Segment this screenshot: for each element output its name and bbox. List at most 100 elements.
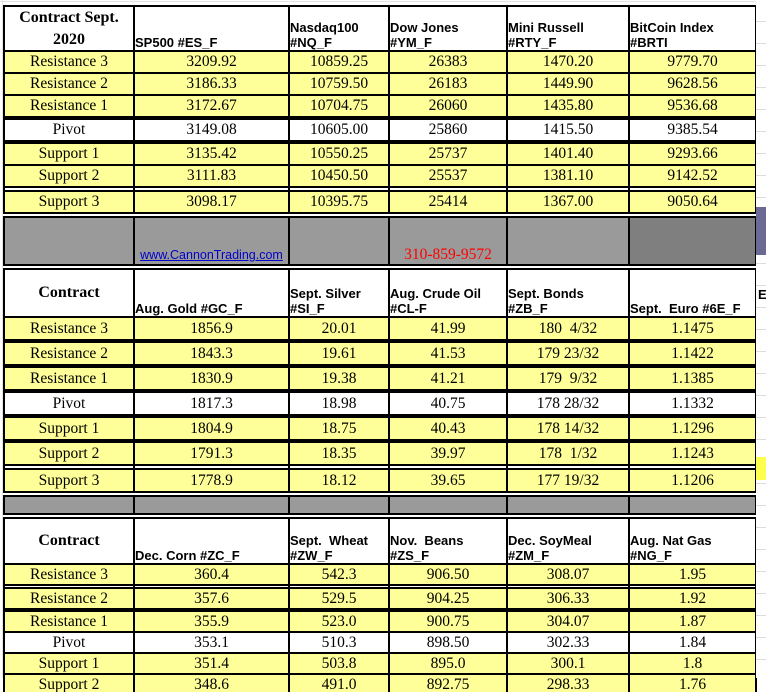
row-label[interactable]: Support 1 xyxy=(3,416,135,442)
value-cell[interactable]: 177 19/32 xyxy=(506,468,630,494)
row-label[interactable]: Resistance 2 xyxy=(3,341,135,367)
column-header[interactable]: Aug. Gold #GC_F xyxy=(133,268,290,319)
value-cell[interactable]: 41.21 xyxy=(388,366,508,392)
value-cell[interactable]: 1367.00 xyxy=(506,190,630,215)
column-header[interactable]: Nov. Beans #ZS_F xyxy=(388,517,508,566)
value-cell[interactable]: 10704.75 xyxy=(288,94,390,119)
value-cell[interactable]: 1401.40 xyxy=(506,142,630,167)
band-cell[interactable] xyxy=(288,495,390,516)
value-cell[interactable]: 3135.42 xyxy=(133,142,290,167)
value-cell[interactable]: 1470.20 xyxy=(506,50,630,75)
value-cell[interactable]: 9628.56 xyxy=(628,72,757,97)
band-cell-phone[interactable]: 310-859-9572 xyxy=(388,216,508,267)
value-cell[interactable]: 178 28/32 xyxy=(506,391,630,417)
column-header[interactable]: Dec. SoyMeal #ZM_F xyxy=(506,517,630,566)
column-header[interactable]: Aug. Crude Oil #CL-F xyxy=(388,268,508,319)
row-label[interactable]: Resistance 2 xyxy=(3,72,135,97)
value-cell[interactable]: 10395.75 xyxy=(288,190,390,215)
column-header[interactable]: SP500 #ES_F xyxy=(133,4,290,53)
value-cell[interactable]: 3209.92 xyxy=(133,50,290,75)
value-cell[interactable]: 26060 xyxy=(388,94,508,119)
value-cell[interactable]: 308.07 xyxy=(506,563,630,587)
table-corner-header[interactable]: Contract Sept. 2020 xyxy=(3,4,135,53)
value-cell[interactable]: 9536.68 xyxy=(628,94,757,119)
row-label[interactable]: Support 1 xyxy=(3,142,135,167)
value-cell[interactable]: 1830.9 xyxy=(133,366,290,392)
value-cell[interactable]: 1.1206 xyxy=(628,468,757,494)
value-cell[interactable]: 39.97 xyxy=(388,441,508,467)
value-cell[interactable]: 3111.83 xyxy=(133,164,290,189)
row-label[interactable]: Support 2 xyxy=(3,441,135,467)
value-cell[interactable]: 351.4 xyxy=(133,652,290,676)
value-cell[interactable]: 1.1332 xyxy=(628,391,757,417)
value-cell[interactable]: 892.75 xyxy=(388,673,508,692)
value-cell[interactable]: 542.3 xyxy=(288,563,390,587)
value-cell[interactable]: 1.92 xyxy=(628,587,757,611)
value-cell[interactable]: 1817.3 xyxy=(133,391,290,417)
value-cell[interactable]: 19.38 xyxy=(288,366,390,392)
value-cell[interactable]: 18.12 xyxy=(288,468,390,494)
value-cell[interactable]: 9779.70 xyxy=(628,50,757,75)
value-cell[interactable]: 1.84 xyxy=(628,631,757,655)
row-label[interactable]: Support 3 xyxy=(3,190,135,215)
value-cell[interactable]: 41.99 xyxy=(388,316,508,342)
value-cell[interactable]: 25860 xyxy=(388,118,508,143)
column-header[interactable]: Sept. Silver #SI_F xyxy=(288,268,390,319)
value-cell[interactable]: 10550.25 xyxy=(288,142,390,167)
column-header[interactable]: Sept. Wheat #ZW_F xyxy=(288,517,390,566)
value-cell[interactable]: 1843.3 xyxy=(133,341,290,367)
column-header[interactable]: Mini Russell #RTY_F xyxy=(506,4,630,53)
value-cell[interactable]: 9142.52 xyxy=(628,164,757,189)
cannon-trading-link[interactable]: www.CannonTrading.com xyxy=(140,248,283,263)
value-cell[interactable]: 1.1385 xyxy=(628,366,757,392)
value-cell[interactable]: 1.1243 xyxy=(628,441,757,467)
value-cell[interactable]: 18.75 xyxy=(288,416,390,442)
row-label[interactable]: Resistance 3 xyxy=(3,50,135,75)
value-cell[interactable]: 895.0 xyxy=(388,652,508,676)
band-cell[interactable] xyxy=(133,495,290,516)
value-cell[interactable]: 179 23/32 xyxy=(506,341,630,367)
value-cell[interactable]: 904.25 xyxy=(388,587,508,611)
value-cell[interactable]: 180 4/32 xyxy=(506,316,630,342)
value-cell[interactable]: 19.61 xyxy=(288,341,390,367)
value-cell[interactable]: 10859.25 xyxy=(288,50,390,75)
value-cell[interactable]: 179 9/32 xyxy=(506,366,630,392)
value-cell[interactable]: 355.9 xyxy=(133,610,290,634)
value-cell[interactable]: 10759.50 xyxy=(288,72,390,97)
value-cell[interactable]: 10450.50 xyxy=(288,164,390,189)
value-cell[interactable]: 1856.9 xyxy=(133,316,290,342)
column-header[interactable]: Sept. Bonds #ZB_F xyxy=(506,268,630,319)
value-cell[interactable]: 9385.54 xyxy=(628,118,757,143)
table-corner-header[interactable]: Contract xyxy=(3,268,135,319)
value-cell[interactable]: 306.33 xyxy=(506,587,630,611)
column-header[interactable]: Dow Jones #YM_F xyxy=(388,4,508,53)
value-cell[interactable]: 357.6 xyxy=(133,587,290,611)
value-cell[interactable]: 25537 xyxy=(388,164,508,189)
value-cell[interactable]: 3098.17 xyxy=(133,190,290,215)
value-cell[interactable]: 10605.00 xyxy=(288,118,390,143)
value-cell[interactable]: 25737 xyxy=(388,142,508,167)
column-header[interactable]: BitCoin Index #BRTI xyxy=(628,4,757,53)
value-cell[interactable]: 1.95 xyxy=(628,563,757,587)
row-label[interactable]: Resistance 1 xyxy=(3,94,135,119)
value-cell[interactable]: 1804.9 xyxy=(133,416,290,442)
value-cell[interactable]: 1.1475 xyxy=(628,316,757,342)
row-label[interactable]: Resistance 3 xyxy=(3,563,135,587)
row-label[interactable]: Support 3 xyxy=(3,468,135,494)
value-cell[interactable]: 178 1/32 xyxy=(506,441,630,467)
row-label[interactable]: Support 1 xyxy=(3,652,135,676)
row-label[interactable]: Pivot xyxy=(3,118,135,143)
value-cell[interactable]: 353.1 xyxy=(133,631,290,655)
value-cell[interactable]: 898.50 xyxy=(388,631,508,655)
row-label[interactable]: Pivot xyxy=(3,631,135,655)
value-cell[interactable]: 298.33 xyxy=(506,673,630,692)
value-cell[interactable]: 3186.33 xyxy=(133,72,290,97)
value-cell[interactable]: 1778.9 xyxy=(133,468,290,494)
band-cell[interactable] xyxy=(388,495,508,516)
value-cell[interactable]: 18.35 xyxy=(288,441,390,467)
value-cell[interactable]: 1.8 xyxy=(628,652,757,676)
value-cell[interactable]: 1.87 xyxy=(628,610,757,634)
band-cell[interactable] xyxy=(3,495,135,516)
value-cell[interactable]: 1449.90 xyxy=(506,72,630,97)
value-cell[interactable]: 1.1422 xyxy=(628,341,757,367)
